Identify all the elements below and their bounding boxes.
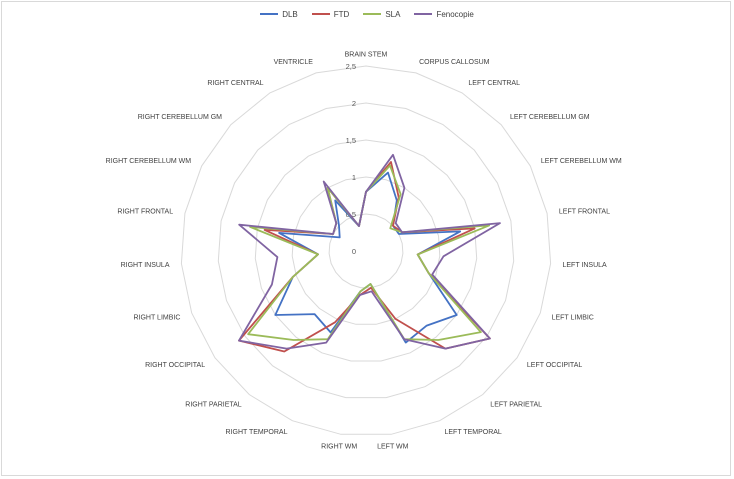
spoke-label: RIGHT CEREBELLUM GM — [138, 114, 222, 121]
legend-label-ftd: FTD — [333, 9, 350, 19]
spoke-label: LEFT TEMPORAL — [445, 429, 502, 436]
spoke-label: RIGHT TEMPORAL — [226, 429, 288, 436]
legend-swatch-fenocopie — [414, 13, 433, 15]
spoke-label: RIGHT OCCIPITAL — [145, 362, 205, 369]
spoke-label: RIGHT INSULA — [121, 262, 170, 269]
legend-item-dlb: DLB — [260, 10, 298, 19]
legend-swatch-ftd — [311, 13, 330, 15]
grid-ring — [180, 65, 552, 435]
tick-label: 2 — [352, 99, 356, 108]
spoke-label: LEFT PARIETAL — [490, 401, 542, 408]
legend: DLB FTD SLA Fenocopie — [0, 6, 734, 22]
series-line-fenocopie — [238, 153, 501, 350]
legend-label-sla: SLA — [385, 9, 401, 19]
tick-label: 2,5 — [346, 62, 356, 71]
spoke-label: VENTRICLE — [274, 59, 314, 66]
spoke-label: BRAIN STEM — [345, 52, 388, 59]
series-line-dlb — [274, 171, 462, 344]
legend-item-ftd: FTD — [311, 9, 350, 19]
grid-ring — [254, 139, 478, 362]
spoke-label: LEFT FRONTAL — [559, 208, 610, 215]
spoke-label: CORPUS CALLOSUM — [419, 59, 490, 66]
grid-ring — [291, 176, 441, 325]
tick-label: 1,5 — [346, 136, 356, 145]
spoke-label: RIGHT CEREBELLUM WM — [106, 158, 192, 165]
legend-swatch-sla — [363, 13, 382, 15]
spoke-label: RIGHT CENTRAL — [207, 80, 263, 87]
legend-label-fenocopie: Fenocopie — [436, 9, 474, 19]
legend-item-sla: SLA — [363, 10, 400, 19]
grid-ring — [217, 102, 515, 399]
legend-swatch-dlb — [260, 13, 279, 15]
spoke-label: LEFT CEREBELLUM WM — [541, 158, 622, 165]
spoke-label: LEFT CEREBELLUM GM — [510, 114, 590, 121]
spoke-label: RIGHT PARIETAL — [185, 401, 242, 408]
spoke-label: LEFT INSULA — [563, 262, 608, 269]
spoke-label: RIGHT LIMBIC — [133, 315, 180, 322]
legend-label-dlb: DLB — [282, 9, 298, 19]
spoke-label: LEFT CENTRAL — [468, 80, 520, 87]
spoke-label: LEFT WM — [377, 444, 409, 451]
spoke-label: RIGHT FRONTAL — [117, 208, 173, 215]
legend-item-fenocopie: Fenocopie — [414, 9, 474, 19]
spoke-label: RIGHT WM — [321, 444, 357, 451]
tick-label: 0 — [352, 247, 356, 256]
spoke-label: LEFT LIMBIC — [552, 315, 594, 322]
series-line-sla — [247, 164, 491, 341]
tick-label: 1 — [352, 173, 356, 182]
spoke-label: LEFT OCCIPITAL — [527, 362, 582, 369]
